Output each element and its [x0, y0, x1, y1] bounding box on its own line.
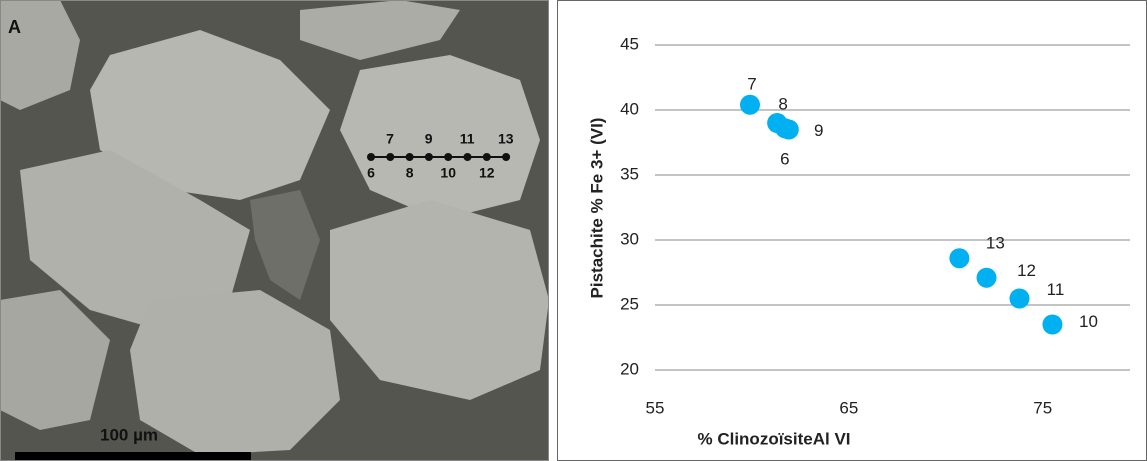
- data-point: [740, 94, 760, 115]
- transect-dot: [367, 153, 375, 161]
- transect-dot: [424, 153, 433, 161]
- pore: [250, 190, 320, 300]
- grain: [330, 200, 549, 400]
- point-label: 10: [1079, 312, 1098, 331]
- transect: 7 9 11 13 6 8 10 12: [367, 131, 514, 181]
- x-tick-label: 55: [646, 398, 665, 417]
- transect-dot: [405, 153, 414, 161]
- point-label: 11: [1047, 280, 1065, 299]
- chart-border: [557, 0, 1147, 461]
- grain: [0, 0, 80, 110]
- data-point: [976, 267, 997, 288]
- transect-label: 8: [406, 165, 414, 181]
- panel-label: A: [8, 17, 21, 37]
- transect-label: 13: [498, 131, 514, 147]
- micrograph: 100 µm A 7 9 11 13 6 8 10 12: [0, 0, 549, 461]
- transect-dot: [482, 153, 491, 161]
- point-label: 13: [986, 234, 1005, 253]
- grain: [340, 55, 540, 220]
- transect-label: 9: [425, 131, 433, 147]
- point-label: 8: [778, 94, 787, 113]
- y-tick-label: 45: [620, 34, 639, 53]
- point-label: 7: [747, 74, 756, 93]
- x-tick-label: 75: [1033, 398, 1052, 417]
- x-axis-title: % ClinozoïsiteAl VI: [697, 429, 850, 448]
- transect-label: 12: [479, 165, 495, 181]
- y-tick-label: 25: [620, 294, 639, 313]
- transect-label: 10: [440, 165, 456, 181]
- x-tick-label: 65: [839, 398, 858, 417]
- y-tick-label: 40: [620, 99, 639, 118]
- transect-dot: [444, 153, 453, 161]
- y-tick-label: 30: [620, 229, 639, 248]
- point-label: 9: [814, 121, 823, 140]
- grain: [20, 150, 250, 330]
- transect-dot: [386, 153, 395, 161]
- grain: [300, 0, 460, 60]
- data-point: [778, 119, 799, 140]
- data-point: [949, 248, 970, 269]
- scale-bar-label: 100 µm: [100, 425, 158, 444]
- y-tick-label: 35: [620, 164, 639, 183]
- data-point: [1042, 314, 1063, 335]
- grain: [90, 30, 330, 200]
- data-point: [1009, 288, 1030, 309]
- transect-label: 7: [386, 131, 394, 147]
- y-axis-title: Pistachite % Fe 3+ (VI): [587, 118, 606, 299]
- point-label: 6: [780, 150, 789, 169]
- transect-dot: [502, 153, 511, 161]
- grain: [130, 290, 340, 455]
- grain: [0, 290, 110, 430]
- y-tick-label: 20: [620, 359, 639, 378]
- transect-dot: [463, 153, 472, 161]
- transect-label: 11: [460, 131, 475, 147]
- point-label: 12: [1017, 261, 1036, 280]
- transect-label: 6: [367, 165, 375, 181]
- scale-bar: [15, 452, 251, 461]
